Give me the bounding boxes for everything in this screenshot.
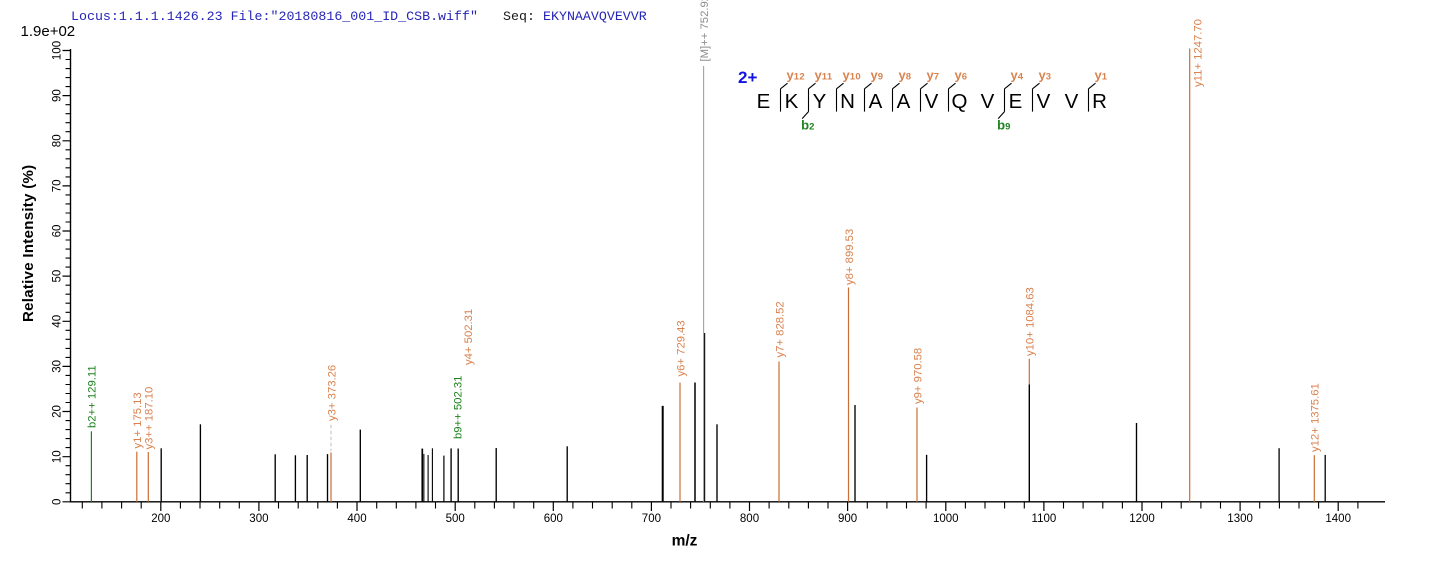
svg-text:y8: y8 [899,67,912,82]
svg-text:y1: y1 [1095,67,1108,82]
svg-text:0: 0 [52,499,64,505]
svg-text:b2++ 129.11: b2++ 129.11 [87,365,99,428]
svg-text:R: R [1092,90,1107,113]
svg-text:b9++ 502.31: b9++ 502.31 [452,376,464,439]
svg-text:EKYNAAVQVEVVR: EKYNAAVQVEVVR [543,9,647,24]
svg-text:1100: 1100 [1032,513,1057,525]
svg-text:y12+ 1375.61: y12+ 1375.61 [1310,383,1322,452]
svg-text:A: A [869,90,883,113]
svg-text:100: 100 [52,41,64,60]
svg-text:y7+ 828.52: y7+ 828.52 [774,301,786,357]
svg-text:20: 20 [52,405,64,418]
svg-text:K: K [785,90,799,113]
svg-text:y9+ 970.58: y9+ 970.58 [912,348,924,404]
svg-text:1300: 1300 [1227,513,1253,525]
svg-text:A: A [897,90,911,113]
svg-text:y3+ 373.26: y3+ 373.26 [326,365,338,421]
svg-text:y9: y9 [871,67,884,82]
svg-text:m/z: m/z [672,533,698,550]
svg-text:1400: 1400 [1325,513,1351,525]
svg-text:50: 50 [52,270,64,283]
svg-text:90: 90 [52,89,64,102]
svg-text:800: 800 [740,513,759,525]
svg-text:V: V [1065,90,1079,113]
svg-text:40: 40 [52,315,64,328]
svg-text:y4+ 502.31: y4+ 502.31 [463,309,475,365]
svg-text:y3++ 187.10: y3++ 187.10 [144,387,156,450]
svg-text:y1+ 175.13: y1+ 175.13 [132,392,144,448]
svg-text:1200: 1200 [1129,513,1155,525]
svg-text:y8+ 899.53: y8+ 899.53 [844,229,856,285]
svg-text:600: 600 [544,513,563,525]
svg-text:300: 300 [249,513,268,525]
svg-text:y6+ 729.43: y6+ 729.43 [675,320,687,376]
svg-text:70: 70 [52,180,64,193]
svg-text:10: 10 [52,450,64,463]
svg-text:y11+ 1247.70: y11+ 1247.70 [1193,19,1205,87]
svg-text:30: 30 [52,360,64,373]
svg-text:y7: y7 [927,67,940,82]
svg-text:y10+ 1084.63: y10+ 1084.63 [1025,287,1037,356]
svg-text:700: 700 [642,513,661,525]
svg-text:V: V [1037,90,1051,113]
svg-text:V: V [925,90,939,113]
svg-text:80: 80 [52,134,64,147]
svg-text:2+: 2+ [738,68,757,87]
svg-text:1000: 1000 [933,513,959,525]
svg-text:y6: y6 [955,67,968,82]
svg-text:Q: Q [952,90,968,113]
svg-text:N: N [840,90,855,113]
svg-text:[M]++ 752.92: [M]++ 752.92 [699,0,711,62]
svg-text:b2: b2 [801,118,815,133]
svg-text:Seq:: Seq: [503,9,535,24]
svg-text:y12: y12 [787,67,806,82]
svg-text:900: 900 [838,513,857,525]
svg-text:b9: b9 [997,118,1011,133]
svg-text:E: E [757,90,771,113]
svg-text:200: 200 [151,513,170,525]
svg-text:V: V [981,90,995,113]
svg-text:60: 60 [52,225,64,238]
svg-text:y3: y3 [1039,67,1052,82]
svg-text:Locus:1.1.1.1426.23 File:"2018: Locus:1.1.1.1426.23 File:"20180816_001_I… [71,9,478,24]
svg-text:1.9e+02: 1.9e+02 [21,23,76,40]
svg-text:400: 400 [347,513,366,525]
svg-text:y4: y4 [1011,67,1024,82]
svg-text:Y: Y [813,90,827,113]
svg-text:E: E [1009,90,1023,113]
svg-text:y11: y11 [815,67,833,82]
svg-text:500: 500 [446,513,465,525]
svg-text:y10: y10 [843,67,862,82]
svg-text:Relative Intensity (%): Relative Intensity (%) [20,165,37,322]
